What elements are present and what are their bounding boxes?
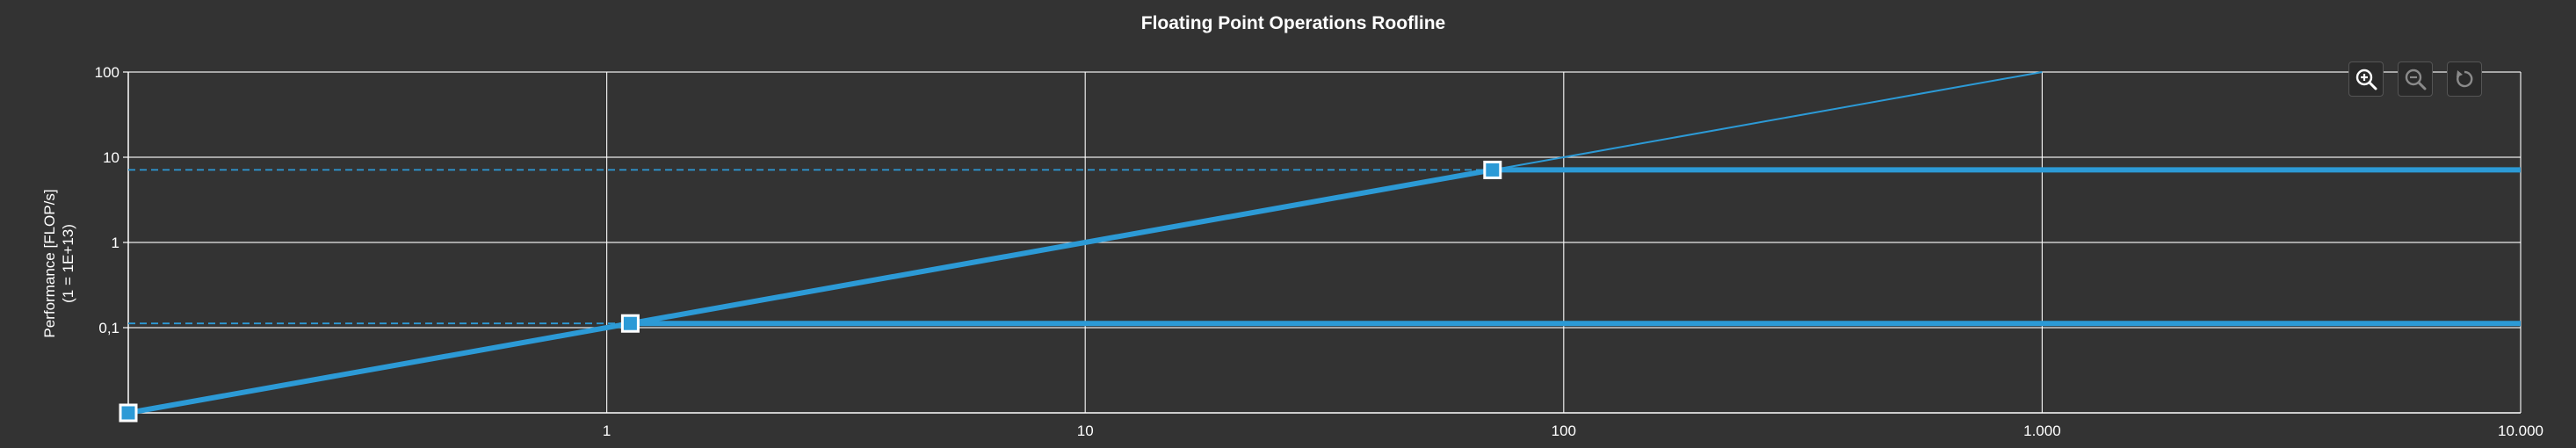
reset-icon: [2457, 70, 2473, 88]
marker-layer: [119, 160, 1502, 423]
zoom-out-icon: [2405, 69, 2427, 90]
reset-zoom-button[interactable]: [2447, 61, 2482, 97]
grid: [123, 71, 2522, 414]
x-tick-label: 1.000: [2023, 423, 2061, 439]
y-tick-label: 0,1: [98, 320, 119, 336]
series-line-1: [127, 167, 2521, 415]
y-tick-label: 100: [95, 64, 119, 81]
x-tick-label: 10.000: [2498, 423, 2543, 439]
data-point-marker-3: [119, 403, 138, 423]
y-tick-label: 10: [103, 149, 119, 166]
tick-labels: 1 10 100 1.000 10.000 0,1 1 10 100: [95, 64, 2543, 439]
x-tick-label: 100: [1552, 423, 1576, 439]
series-line-3: [1492, 71, 2043, 171]
data-point-marker-1: [1483, 160, 1502, 179]
zoom-in-button[interactable]: [2348, 61, 2384, 97]
zoom-out-button[interactable]: [2398, 61, 2433, 97]
y-axis-unit: (1 = 1E+13): [60, 224, 76, 303]
y-tick-label: 1: [112, 235, 119, 251]
data-point-marker-2: [620, 314, 640, 333]
zoom-in-icon: [2355, 69, 2377, 90]
y-axis-title: Performance [FLOP/s]: [41, 189, 58, 337]
chart-toolbar: [2348, 61, 2482, 97]
y-axis-label: Performance [FLOP/s] (1 = 1E+13): [41, 189, 76, 337]
x-tick-label: 10: [1077, 423, 1094, 439]
x-tick-label: 1: [603, 423, 611, 439]
chart-title: Floating Point Operations Roofline: [1141, 13, 1446, 33]
